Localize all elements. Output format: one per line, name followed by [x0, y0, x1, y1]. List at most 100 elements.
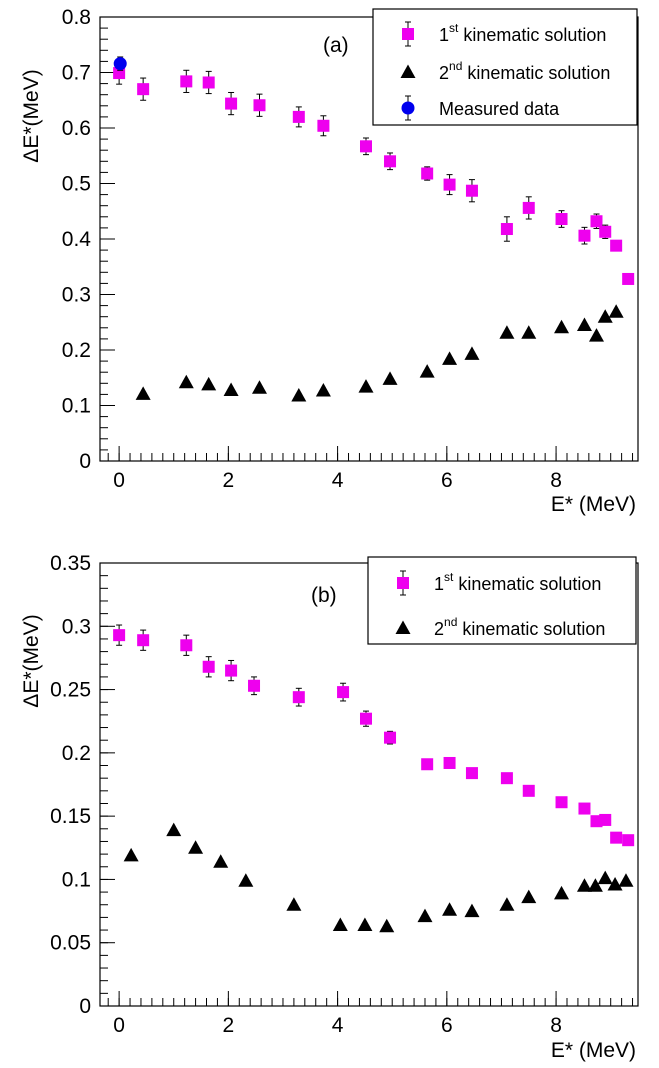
data-point — [443, 178, 456, 191]
x-axis-label: E* (MeV) — [551, 1039, 636, 1062]
x-tick-label: 0 — [113, 469, 125, 492]
data-point — [608, 304, 624, 318]
y-tick-label: 0.6 — [62, 117, 91, 140]
data-point — [522, 201, 535, 214]
legend-box — [372, 8, 638, 126]
data-point — [223, 382, 239, 396]
legend-marker — [397, 577, 409, 589]
y-tick-label: 0.2 — [62, 742, 91, 765]
y-tick-label: 0.3 — [62, 284, 91, 307]
data-point — [464, 903, 480, 918]
data-point — [443, 756, 456, 769]
data-point — [618, 873, 634, 887]
x-tick-label: 8 — [550, 469, 562, 492]
y-tick-label: 0 — [79, 995, 91, 1018]
data-point — [379, 918, 395, 933]
series-circle — [113, 56, 127, 71]
data-point — [576, 878, 592, 892]
data-point — [599, 813, 612, 826]
data-point — [499, 325, 515, 339]
data-point — [202, 660, 215, 673]
data-point — [597, 309, 613, 323]
x-tick-label: 0 — [113, 1014, 125, 1037]
y-tick-label: 0.25 — [50, 679, 91, 702]
x-tick-label: 4 — [332, 1014, 344, 1037]
data-point — [578, 229, 591, 242]
chart-panel-b: 0 0.05 0.1 0.15 0.2 0.25 0.3 0.35 0 2 4 6 8E* (MeV) Δ… — [20, 552, 639, 1062]
data-point — [225, 664, 238, 677]
data-point — [180, 639, 193, 652]
data-point — [622, 272, 635, 285]
data-point — [555, 213, 568, 226]
legend: 1st kinematic solution 2nd kinematic solu… — [372, 8, 638, 126]
data-point — [358, 379, 374, 393]
data-point — [610, 239, 623, 252]
y-tick-label: 0.5 — [62, 173, 91, 196]
x-tick-label: 6 — [441, 469, 453, 492]
data-point — [357, 917, 373, 931]
data-point — [253, 99, 266, 112]
data-point — [588, 328, 604, 342]
data-point — [113, 629, 126, 642]
data-point — [421, 758, 434, 771]
data-point — [576, 317, 592, 332]
data-point — [292, 691, 305, 704]
data-point — [578, 802, 591, 815]
data-point — [137, 634, 150, 647]
data-point — [499, 897, 515, 911]
data-point — [238, 873, 254, 887]
legend-marker — [395, 620, 411, 634]
data-point — [421, 167, 434, 180]
data-point — [554, 319, 570, 334]
data-point — [251, 380, 267, 394]
data-point — [291, 388, 307, 402]
data-point — [166, 822, 182, 837]
data-point — [292, 110, 305, 123]
data-point — [587, 878, 603, 892]
y-tick-label: 0.7 — [62, 62, 91, 85]
x-tick-label: 4 — [332, 469, 344, 492]
data-point — [419, 364, 435, 378]
data-point — [522, 784, 535, 797]
data-point — [317, 119, 330, 132]
series-triangle — [123, 822, 634, 933]
data-point — [180, 75, 193, 88]
legend-marker — [401, 101, 415, 115]
data-point — [442, 902, 458, 916]
series-square — [113, 624, 635, 847]
data-point — [359, 140, 372, 153]
legend-label: 1st kinematic solution — [434, 570, 601, 594]
data-point — [384, 731, 397, 744]
data-point — [359, 712, 372, 725]
x-tick-label: 8 — [550, 1014, 562, 1037]
data-point — [201, 376, 217, 391]
data-point — [188, 840, 204, 854]
data-point — [202, 76, 215, 89]
legend-label: 1st kinematic solution — [439, 21, 606, 45]
data-point — [315, 383, 331, 397]
data-point — [597, 870, 613, 885]
legend-label: 2nd kinematic solution — [439, 59, 610, 83]
data-point — [500, 223, 513, 236]
chart-panel-a: 0 0.1 0.2 0.3 0.4 0.5 0.6 0.7 0.8 0 2 4 6 8E* (MeV) ΔE… — [20, 6, 639, 516]
data-point — [599, 225, 612, 238]
data-point — [113, 57, 127, 71]
legend-marker — [402, 28, 414, 40]
data-point — [225, 97, 238, 110]
y-tick-label: 0.2 — [62, 339, 91, 362]
legend-box — [367, 556, 637, 645]
data-point — [123, 847, 139, 862]
series-square — [113, 61, 635, 285]
data-point — [337, 686, 350, 699]
y-tick-label: 0.15 — [50, 805, 91, 828]
x-tick-label: 2 — [223, 1014, 235, 1037]
data-point — [500, 772, 513, 785]
x-tick-label: 2 — [223, 469, 235, 492]
legend: 1st kinematic solution 2nd kinematic solu… — [367, 556, 637, 645]
y-tick-label: 0 — [79, 450, 91, 473]
y-tick-label: 0.4 — [62, 228, 92, 251]
y-axis-label: ΔE*(MeV) — [20, 69, 43, 162]
legend-marker — [400, 64, 416, 78]
data-point — [607, 876, 623, 891]
